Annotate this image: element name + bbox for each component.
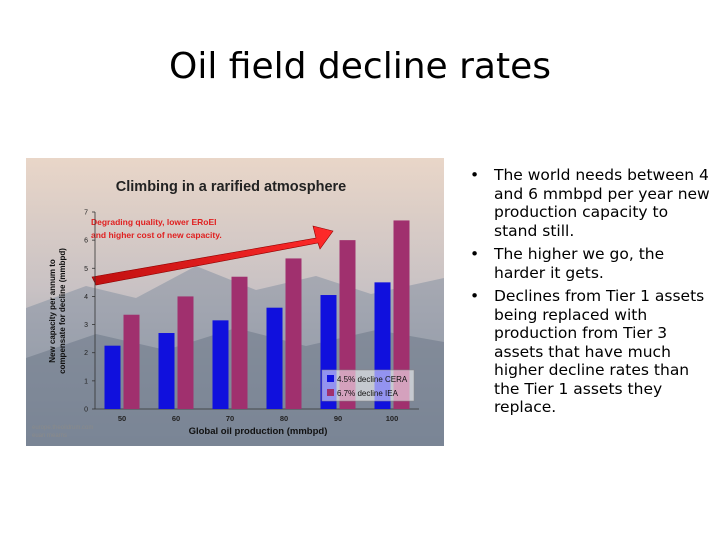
bar [285,258,302,409]
y-axis-label: compensate for decline (mmbpd) [58,248,67,374]
legend-swatch [327,389,334,396]
chart-svg: Climbing in a rarified atmosphere Degrad… [26,158,444,446]
bullet-marker: • [470,245,480,263]
bullet-item: • The higher we go, the harder it gets. [470,245,710,282]
x-tick-label: 60 [172,414,180,423]
annotation-line: and higher cost of new capacity. [91,230,222,240]
bar [339,240,356,409]
annotation-line: Degrading quality, lower ERoEI [91,217,216,227]
bar [104,345,121,409]
slide-title: Oil field decline rates [169,46,551,87]
legend-label: 6.7% decline IEA [337,389,399,398]
bar [266,307,283,409]
x-tick-label: 80 [280,414,288,423]
bullet-list: • The world needs between 4 and 6 mmbpd p… [470,166,710,422]
chart-credit: europe.theoildrum.com [32,425,93,431]
x-tick-label: 50 [118,414,126,423]
bar [212,320,229,409]
y-tick-label: 7 [84,210,88,217]
bullet-text: The higher we go, the harder it gets. [494,245,665,282]
chart-credit: euan mearns [32,433,67,439]
chart-title: Climbing in a rarified atmosphere [116,179,346,195]
bullet-item: • Declines from Tier 1 assets being repla… [470,287,710,417]
y-tick-label: 6 [84,238,88,245]
legend: 4.5% decline CERA 6.7% decline IEA [321,369,415,402]
trend-arrow [91,225,334,286]
legend-swatch [327,375,334,382]
chart: Climbing in a rarified atmosphere Degrad… [26,158,444,446]
legend-label: 4.5% decline CERA [337,375,408,384]
bullet-text: The world needs between 4 and 6 mmbpd pe… [494,166,710,240]
x-tick-label: 70 [226,414,234,423]
y-tick-label: 5 [84,266,88,273]
x-axis-label: Global oil production (mmbpd) [189,426,328,437]
y-tick-label: 1 [84,378,88,385]
bullet-text: Declines from Tier 1 assets being replac… [494,287,705,416]
bullet-marker: • [470,166,480,184]
bar [158,333,175,409]
bar [177,296,194,409]
y-axis-label: New capacity per annum to [48,259,57,363]
bullet-item: • The world needs between 4 and 6 mmbpd p… [470,166,710,240]
y-tick-label: 2 [84,350,88,357]
x-tick-label: 100 [386,414,399,423]
bar [393,220,410,409]
y-tick-label: 4 [84,294,88,301]
y-tick-label: 0 [84,407,88,414]
bar [123,314,140,409]
y-tick-label: 3 [84,322,88,329]
bar [231,276,248,409]
x-tick-label: 90 [334,414,342,423]
bullet-marker: • [470,287,480,305]
